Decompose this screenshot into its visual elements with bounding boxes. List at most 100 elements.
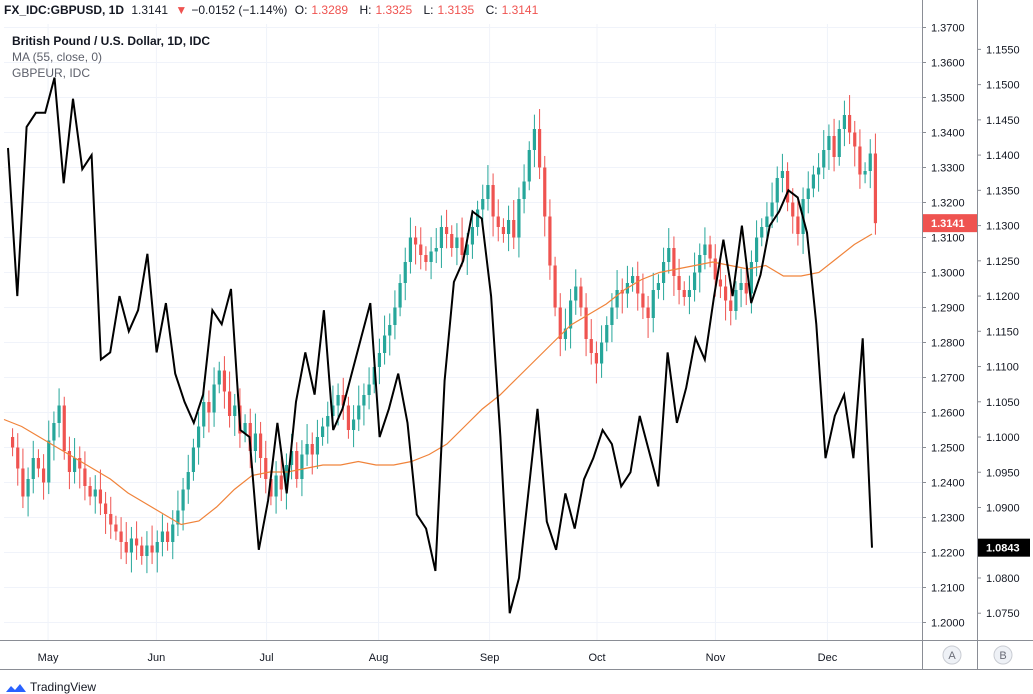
y2-tick-label: 1.1050 [986, 397, 1020, 409]
candle-body [858, 146, 862, 175]
close-label: C: [485, 3, 498, 17]
candle-body [78, 458, 82, 469]
y2-tick-label: 1.1500 [986, 80, 1020, 92]
candle-body [548, 216, 552, 266]
axis-button-a-label[interactable]: A [948, 650, 956, 662]
legend-compare[interactable]: GBPEUR, IDC [12, 66, 91, 80]
candle-body [88, 486, 92, 497]
candle-body [310, 444, 314, 455]
last-price: 1.3141 [131, 3, 169, 17]
candle-body [723, 286, 728, 301]
compare-last-tag-label: 1.0843 [986, 543, 1020, 555]
candle-body [460, 237, 464, 255]
candle-body [429, 251, 433, 262]
legend-title[interactable]: British Pound / U.S. Dollar, 1D, IDC [12, 34, 211, 48]
candle-body [816, 167, 821, 175]
candle-body [579, 286, 583, 308]
candle-body [165, 531, 170, 542]
candle-body [295, 451, 299, 479]
y-tick-label: 1.3100 [931, 233, 965, 245]
candle-body [222, 370, 227, 392]
candle-body [522, 181, 526, 199]
candle-body [636, 276, 640, 294]
candle-body [62, 405, 66, 451]
candle-body [796, 216, 800, 234]
y2-tick-label: 1.0800 [986, 573, 1020, 585]
candle-body [470, 227, 475, 245]
candle-body [811, 174, 816, 189]
axis-button-a[interactable] [942, 645, 962, 665]
candle-body [615, 290, 619, 308]
candle-body [760, 227, 764, 238]
candle-body [486, 185, 490, 199]
y-tick-label: 1.2500 [931, 443, 965, 455]
axis-button-b[interactable] [993, 645, 1013, 665]
candle-body [212, 384, 216, 413]
candle-body [754, 237, 759, 262]
x-tick-label: Jul [260, 652, 274, 664]
candle-body [26, 479, 30, 497]
candle-body [605, 325, 609, 343]
candle-body [692, 272, 697, 290]
candle-body [517, 199, 521, 238]
candle-body [491, 185, 495, 217]
candle-body [196, 426, 201, 448]
y2-tick-label: 1.1000 [986, 432, 1020, 444]
candle-body [780, 171, 785, 178]
brand-label[interactable]: TradingView [30, 680, 97, 694]
candle-body [408, 237, 413, 262]
axis-button-b-label[interactable]: B [999, 650, 1006, 662]
tradingview-logo-icon[interactable] [6, 683, 26, 693]
y2-tick-label: 1.0750 [986, 608, 1020, 620]
candle-body [543, 167, 547, 217]
candle-body [847, 115, 852, 133]
candle-body [98, 489, 103, 504]
candle-body [574, 286, 578, 301]
x-tick-label: Nov [706, 652, 726, 664]
candle-body [367, 384, 371, 395]
candle-body [103, 503, 108, 514]
candle-body [243, 423, 247, 434]
candle-body [372, 367, 376, 385]
candle-body [398, 283, 402, 308]
candle-body [274, 475, 278, 497]
candle-body [315, 437, 320, 455]
candle-body [599, 342, 604, 364]
last-price-tag-label: 1.3141 [931, 218, 965, 230]
close-value: 1.3141 [501, 3, 539, 17]
candle-body [227, 391, 232, 416]
candle-body [41, 468, 46, 483]
y2-tick-label: 1.1550 [986, 44, 1020, 56]
candle-body [47, 440, 51, 483]
candle-body [419, 244, 423, 255]
candle-body [868, 153, 872, 171]
candle-body [532, 129, 537, 150]
y-tick-label: 1.2100 [931, 583, 965, 595]
y2-tick-label: 1.1250 [986, 256, 1020, 268]
candle-body [450, 234, 454, 248]
candle-body [610, 307, 614, 325]
x-tick-label: Oct [588, 652, 605, 664]
candle-body [21, 468, 25, 497]
candle-body [439, 227, 444, 248]
x-tick-label: Jun [148, 652, 166, 664]
legend-ma[interactable]: MA (55, close, 0) [12, 50, 103, 64]
high-label: H: [359, 3, 372, 17]
candle-body [667, 248, 671, 262]
footer: TradingView [6, 680, 96, 694]
candle-body [434, 248, 438, 252]
candle-body [496, 216, 500, 227]
candle-body [842, 115, 847, 129]
candle-body [393, 307, 397, 325]
candle-body [734, 290, 738, 311]
candle-body [455, 237, 459, 248]
candle-body [568, 300, 573, 329]
triangle-down-icon: ▼ [175, 3, 188, 17]
candle-body [687, 290, 692, 297]
y-tick-label: 1.2000 [931, 618, 965, 630]
candle-body [207, 402, 211, 413]
y2-tick-label: 1.1450 [986, 115, 1020, 127]
candle-body [527, 150, 531, 182]
candle-body [749, 262, 754, 294]
